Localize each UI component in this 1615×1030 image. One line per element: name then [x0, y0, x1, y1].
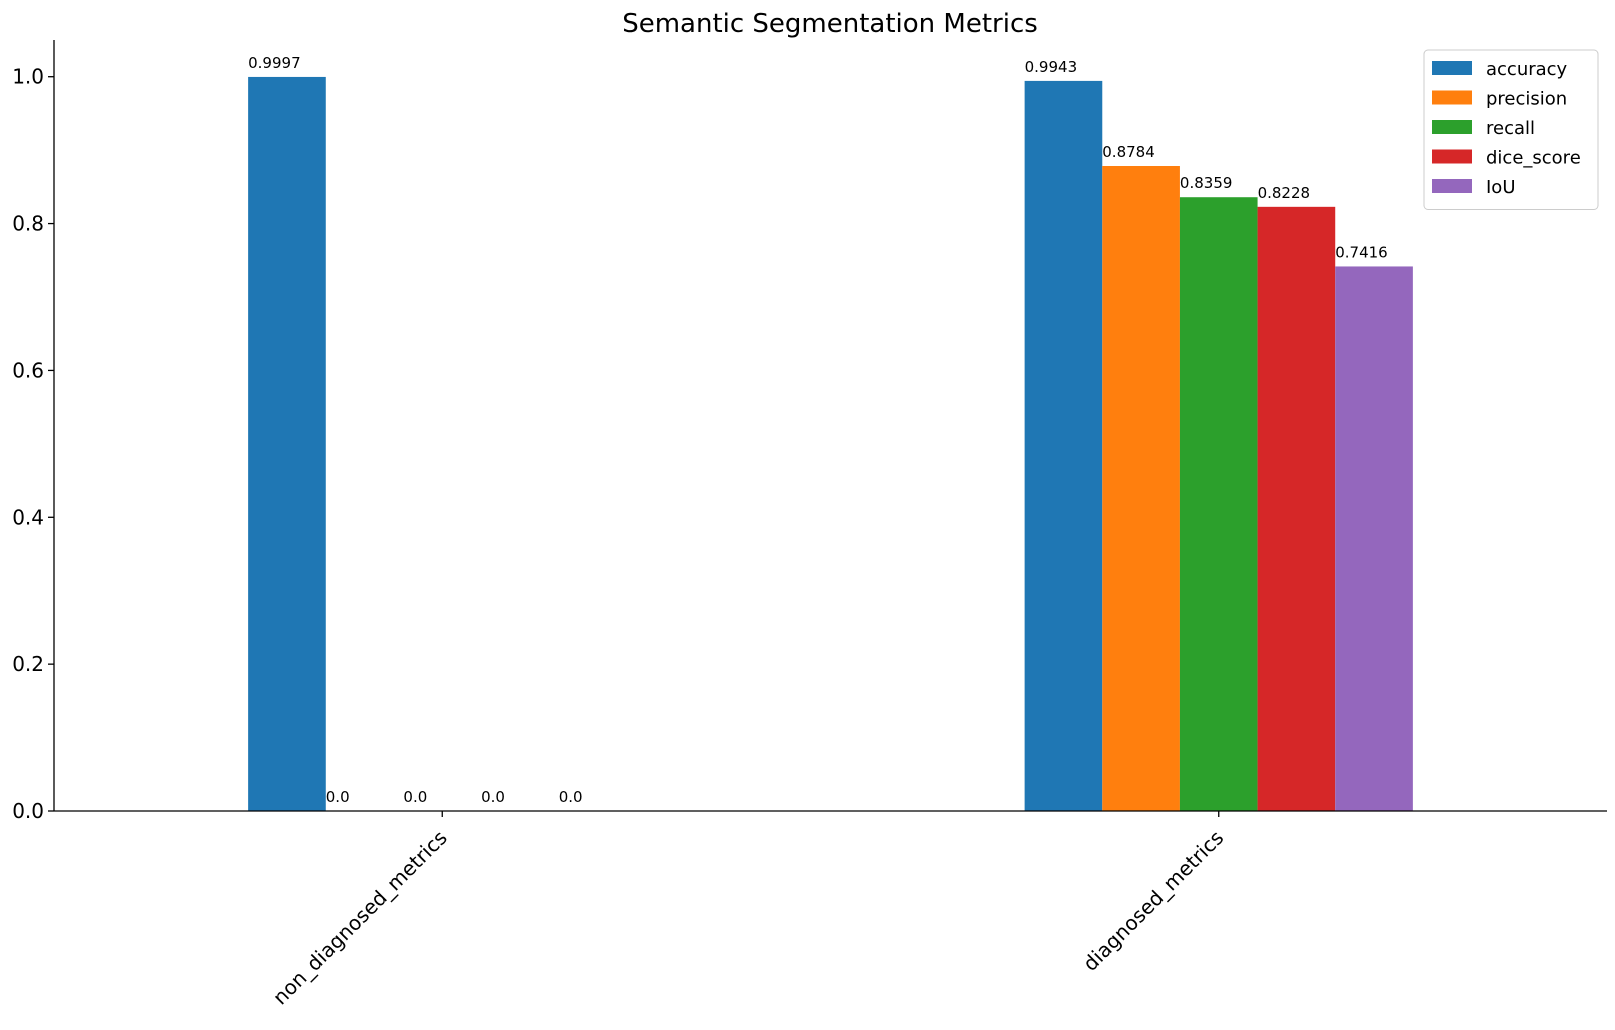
data-label-accuracy-non_diagnosed_metrics: 0.9997 — [248, 54, 301, 72]
legend: accuracy precision recall dice_score IoU — [1423, 49, 1599, 210]
bar-IoU-diagnosed_metrics — [1335, 266, 1413, 811]
bar-dice_score-diagnosed_metrics — [1257, 206, 1336, 811]
data-labels-group: 0.9997 0.0 0.0 0.0 0.0 0.9943 0.8784 0.8359 0.82… — [248, 54, 1388, 806]
data-label-accuracy-diagnosed_metrics: 0.9943 — [1025, 58, 1078, 76]
data-label-precision-non_diagnosed_metrics: 0.0 — [326, 788, 350, 806]
data-label-recall-non_diagnosed_metrics: 0.0 — [403, 788, 427, 806]
bar-accuracy-non_diagnosed_metrics — [248, 76, 326, 811]
legend-label-precision: precision — [1486, 89, 1567, 110]
data-label-dice_score-non_diagnosed_metrics: 0.0 — [481, 788, 505, 806]
bars-group — [248, 76, 1413, 812]
legend-label-accuracy: accuracy — [1486, 59, 1568, 80]
y-axis: 0.0 0.2 0.4 0.6 0.8 1.0 — [12, 40, 55, 823]
y-tick-label: 0.8 — [12, 212, 44, 236]
legend-swatch-IoU — [1432, 179, 1472, 193]
chart-title: Semantic Segmentation Metrics — [622, 9, 1038, 39]
bar-recall-diagnosed_metrics — [1179, 197, 1258, 811]
bar-accuracy-diagnosed_metrics — [1024, 80, 1103, 811]
data-label-recall-diagnosed_metrics: 0.8359 — [1180, 174, 1233, 192]
bar-precision-diagnosed_metrics — [1102, 166, 1180, 812]
x-tick-label-diagnosed_metrics: diagnosed_metrics — [1078, 826, 1228, 976]
y-tick-label: 0.4 — [12, 505, 44, 529]
legend-label-recall: recall — [1486, 118, 1535, 139]
legend-swatch-recall — [1432, 120, 1472, 134]
legend-label-IoU: IoU — [1486, 177, 1516, 198]
x-tick-label-non_diagnosed_metrics: non_diagnosed_metrics — [268, 826, 452, 1010]
legend-swatch-dice_score — [1432, 149, 1472, 164]
data-label-dice_score-diagnosed_metrics: 0.8228 — [1258, 184, 1311, 202]
y-tick-label: 0.2 — [12, 652, 44, 676]
legend-swatch-precision — [1432, 90, 1472, 105]
legend-label-dice_score: dice_score — [1486, 148, 1581, 169]
data-label-IoU-non_diagnosed_metrics: 0.0 — [559, 788, 583, 806]
legend-frame — [1423, 49, 1599, 210]
legend-swatch-accuracy — [1432, 61, 1472, 75]
data-label-precision-diagnosed_metrics: 0.8784 — [1102, 143, 1155, 161]
x-axis: non_diagnosed_metrics diagnosed_metrics — [54, 810, 1607, 1010]
data-label-IoU-diagnosed_metrics: 0.7416 — [1335, 243, 1388, 261]
y-tick-label: 0.6 — [12, 358, 44, 382]
y-tick-label: 0.0 — [12, 799, 44, 823]
y-tick-label: 1.0 — [12, 65, 44, 89]
